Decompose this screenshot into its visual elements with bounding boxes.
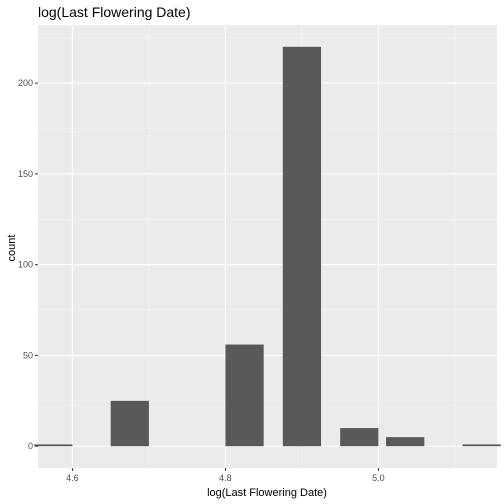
y-axis-title: count: [6, 235, 18, 262]
histogram-bar: [462, 444, 501, 447]
x-tick-label: 4.8: [219, 473, 232, 483]
x-tick-label: 5.0: [372, 473, 385, 483]
y-tick-label: 150: [18, 169, 33, 179]
histogram-bar: [225, 344, 264, 447]
y-tick-label: 100: [18, 260, 33, 270]
y-tick-label: 0: [28, 441, 33, 451]
histogram-bar: [34, 444, 73, 447]
y-tick-label: 200: [18, 78, 33, 88]
histogram-bar: [282, 46, 322, 447]
histogram-bar: [110, 400, 149, 447]
histogram-bar: [386, 437, 425, 447]
y-tick-label: 50: [23, 350, 33, 360]
x-tick-label: 4.6: [66, 473, 79, 483]
plot-panel: [38, 25, 497, 468]
x-axis-title: log(Last Flowering Date): [207, 487, 327, 499]
chart-title: log(Last Flowering Date): [38, 4, 191, 20]
histogram-bar: [340, 428, 379, 447]
